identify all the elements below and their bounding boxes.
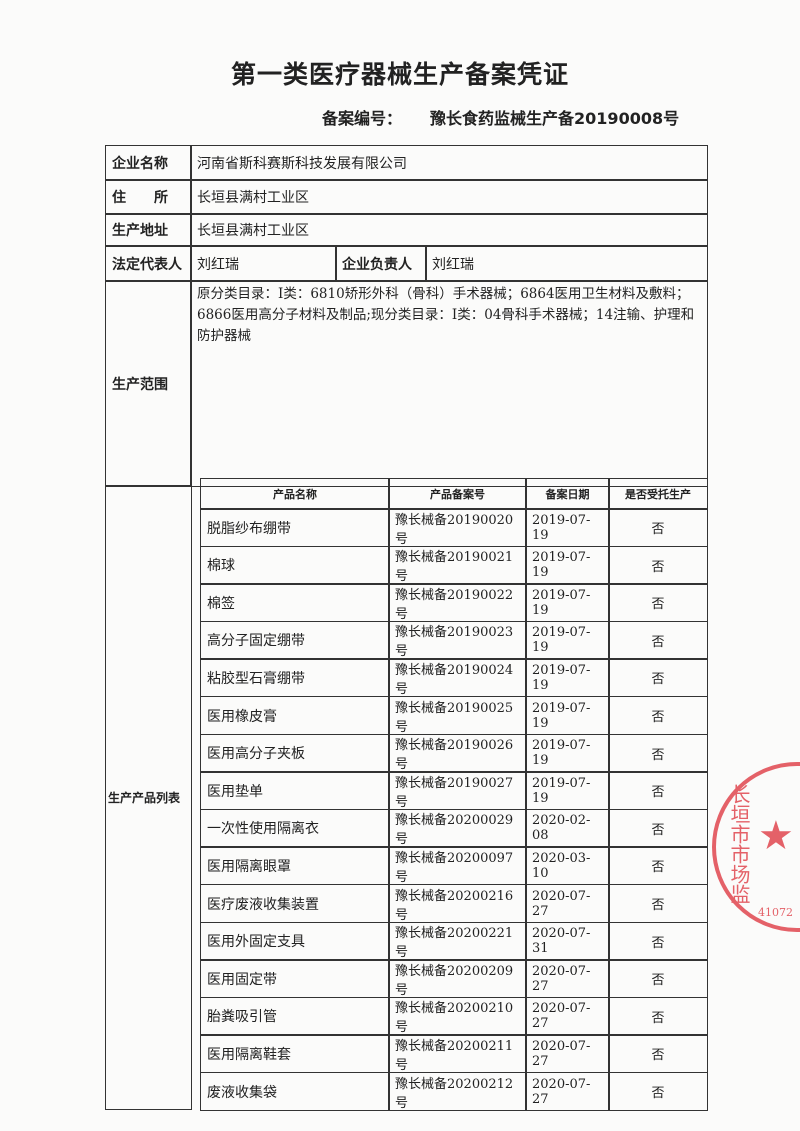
entrusted-cell: 否 (608, 620, 708, 660)
record-date-cell: 2019-07-19 (525, 733, 610, 773)
product-record-no-cell: 豫长械备20190021号 (388, 545, 527, 585)
product-name-cell: 医用隔离鞋套 (200, 1034, 390, 1074)
header-entrusted: 是否受托生产 (608, 478, 708, 510)
record-date-cell: 2019-07-19 (525, 771, 610, 811)
product-name-cell: 高分子固定绷带 (200, 620, 390, 660)
record-date-cell: 2019-07-19 (525, 620, 610, 660)
product-name-cell: 胎粪吸引管 (200, 996, 390, 1036)
entrusted-cell: 否 (608, 884, 708, 923)
product-record-no-cell: 豫长械备20200216号 (388, 884, 527, 923)
scope-value: 原分类目录：Ⅰ类：6810矫形外科（骨科）手术器械；6864医用卫生材料及敷料；… (190, 280, 708, 487)
entrusted-cell: 否 (608, 959, 708, 999)
product-name-cell: 医用固定带 (200, 959, 390, 999)
header-product-name: 产品名称 (200, 478, 390, 510)
company-head-label: 企业负责人 (335, 245, 427, 282)
record-date-cell: 2019-07-19 (525, 658, 610, 698)
scope-label: 生产范围 (105, 280, 192, 487)
header-product-record-no: 产品备案号 (388, 478, 527, 510)
product-name-cell: 粘胶型石膏绷带 (200, 658, 390, 698)
product-name-cell: 医用隔离眼罩 (200, 846, 390, 886)
record-date-cell: 2020-03-10 (525, 846, 610, 886)
record-number-label: 备案编号： (322, 109, 403, 128)
entrusted-cell: 否 (608, 545, 708, 585)
product-name-cell: 医疗废液收集装置 (200, 884, 390, 923)
product-name-cell: 棉签 (200, 583, 390, 623)
product-record-no-cell: 豫长械备20190024号 (388, 658, 527, 698)
record-date-cell: 2020-02-08 (525, 808, 610, 848)
company-label: 企业名称 (105, 145, 192, 181)
record-date-cell: 2019-07-19 (525, 583, 610, 623)
entrusted-cell: 否 (608, 508, 708, 547)
product-name-cell: 医用高分子夹板 (200, 733, 390, 773)
star-icon: ★ (758, 813, 794, 859)
product-record-no-cell: 豫长械备20200210号 (388, 996, 527, 1036)
entrusted-cell: 否 (608, 1072, 708, 1111)
entrusted-cell: 否 (608, 921, 708, 961)
entrusted-cell: 否 (608, 808, 708, 848)
product-record-no-cell: 豫长械备20190023号 (388, 620, 527, 660)
record-date-cell: 2020-07-27 (525, 884, 610, 923)
site-label: 生产地址 (105, 213, 192, 247)
company-head-value: 刘红瑞 (425, 245, 708, 282)
company-value: 河南省斯科赛斯科技发展有限公司 (190, 145, 708, 181)
product-name-cell: 一次性使用隔离衣 (200, 808, 390, 848)
official-seal: ★ 长垣市市场监 41072 (712, 762, 800, 932)
document-title: 第一类医疗器械生产备案凭证 (230, 60, 569, 89)
entrusted-cell: 否 (608, 996, 708, 1036)
legal-rep-value: 刘红瑞 (190, 245, 337, 282)
entrusted-cell: 否 (608, 658, 708, 698)
product-record-no-cell: 豫长械备20200209号 (388, 959, 527, 999)
entrusted-cell: 否 (608, 846, 708, 886)
product-record-no-cell: 豫长械备20190020号 (388, 508, 527, 547)
site-value: 长垣县满村工业区 (190, 213, 708, 247)
entrusted-cell: 否 (608, 771, 708, 811)
header-record-date: 备案日期 (525, 478, 610, 510)
product-record-no-cell: 豫长械备20190027号 (388, 771, 527, 811)
record-date-cell: 2020-07-27 (525, 1072, 610, 1111)
product-record-no-cell: 豫长械备20200029号 (388, 808, 527, 848)
record-date-cell: 2020-07-27 (525, 996, 610, 1036)
record-date-cell: 2020-07-27 (525, 959, 610, 999)
product-record-no-cell: 豫长械备20200212号 (388, 1072, 527, 1111)
legal-rep-label: 法定代表人 (105, 245, 192, 282)
entrusted-cell: 否 (608, 696, 708, 735)
residence-label: 住 所 (105, 179, 192, 215)
product-record-no-cell: 豫长械备20190026号 (388, 733, 527, 773)
product-record-no-cell: 豫长械备20200097号 (388, 846, 527, 886)
record-date-cell: 2019-07-19 (525, 508, 610, 547)
product-record-no-cell: 豫长械备20190022号 (388, 583, 527, 623)
products-label: 生产产品列表 (105, 485, 192, 1110)
record-number-value: 豫长食药监械生产备20190008号 (430, 109, 680, 128)
record-date-cell: 2020-07-31 (525, 921, 610, 961)
entrusted-cell: 否 (608, 583, 708, 623)
product-name-cell: 医用橡皮膏 (200, 696, 390, 735)
product-name-cell: 棉球 (200, 545, 390, 585)
product-record-no-cell: 豫长械备20200211号 (388, 1034, 527, 1074)
record-number: 备案编号： 豫长食药监械生产备20190008号 (322, 105, 679, 129)
product-name-cell: 医用垫单 (200, 771, 390, 811)
entrusted-cell: 否 (608, 1034, 708, 1074)
product-name-cell: 脱脂纱布绷带 (200, 508, 390, 547)
record-date-cell: 2020-07-27 (525, 1034, 610, 1074)
entrusted-cell: 否 (608, 733, 708, 773)
product-name-cell: 医用外固定支具 (200, 921, 390, 961)
product-name-cell: 废液收集袋 (200, 1072, 390, 1111)
residence-value: 长垣县满村工业区 (190, 179, 708, 215)
product-record-no-cell: 豫长械备20190025号 (388, 696, 527, 735)
product-record-no-cell: 豫长械备20200221号 (388, 921, 527, 961)
seal-text: 长垣市市场监 (727, 784, 751, 904)
record-date-cell: 2019-07-19 (525, 545, 610, 585)
seal-code: 41072 (758, 906, 793, 919)
record-date-cell: 2019-07-19 (525, 696, 610, 735)
